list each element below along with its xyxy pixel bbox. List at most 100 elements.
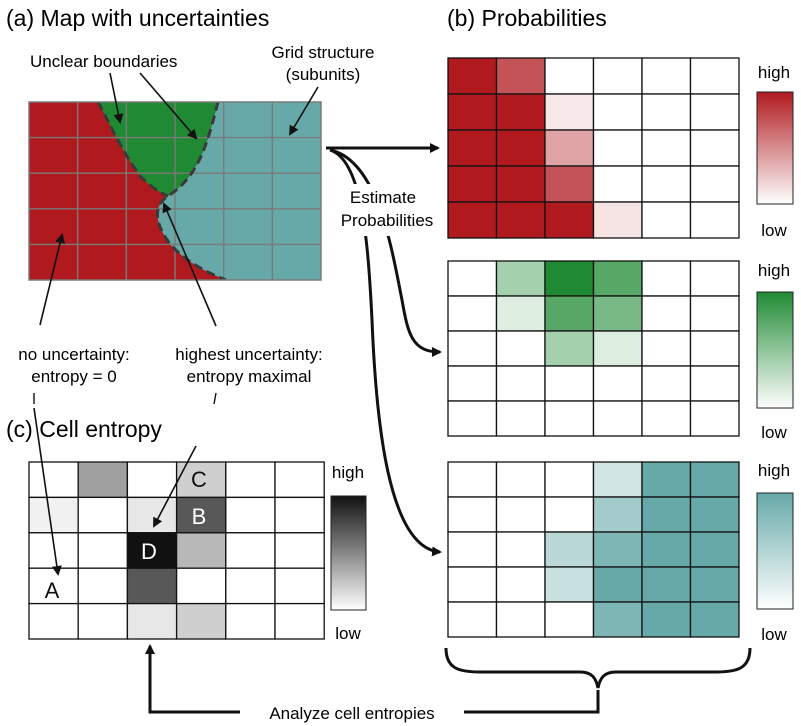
red-prob-cell-r0-c0: [447, 57, 498, 95]
red-prob-cell-r2-c1: [495, 129, 546, 167]
teal-prob-cell-r1-c2: [544, 496, 595, 533]
teal-prob-cell-r4-c5: [689, 601, 740, 638]
red-prob-cell-r4-c2: [544, 201, 595, 239]
teal-prob-cell-r3-c5: [689, 566, 740, 603]
arrow-unclear-2: [139, 72, 198, 140]
green-prob-cell-r4-c1: [495, 400, 546, 437]
red-prob-cell-r4-c5: [689, 201, 740, 239]
entropy-cell-r4-c3: [175, 602, 227, 640]
entropy-cell-r3-c5: [274, 567, 325, 605]
entropy-cell-r3-c1: [77, 567, 129, 605]
entropy-cell-r0-c1: [77, 461, 129, 499]
entropy-cell-r1-c1: [77, 496, 129, 534]
red-prob-cell-r3-c2: [544, 165, 595, 203]
label-estimate: Estimate: [350, 188, 416, 207]
arrow-to-cell-d: [153, 445, 197, 528]
scale-entropy-low-label: low: [335, 624, 361, 643]
green-prob-cell-r4-c5: [689, 400, 740, 437]
teal-prob-cell-r0-c3: [592, 461, 643, 498]
probability-grid-teal: [447, 461, 740, 638]
teal-prob-cell-r2-c4: [641, 531, 692, 568]
green-prob-cell-r2-c1: [495, 330, 546, 367]
scale-green-low-label: low: [761, 423, 787, 442]
red-prob-cell-r1-c3: [592, 93, 643, 131]
green-prob-cell-r1-c0: [447, 295, 498, 332]
green-prob-cell-r2-c5: [689, 330, 740, 367]
uncertainty-map: [29, 102, 321, 280]
green-prob-cell-r2-c2: [544, 330, 595, 367]
analyze-label-bg: [240, 700, 464, 724]
arrow-highest-uncertainty: [162, 202, 217, 327]
arrow-no-uncertainty: [39, 233, 65, 326]
entropy-cell-r4-c2: [126, 602, 178, 640]
arrow-to-teal-grid: [329, 148, 442, 557]
green-prob-cell-r3-c2: [544, 365, 595, 402]
red-prob-cell-r2-c0: [447, 129, 498, 167]
entropy-cell-r0-c4: [225, 461, 276, 499]
estimate-label-bg: [338, 184, 446, 236]
green-prob-cell-r2-c0: [447, 330, 498, 367]
red-prob-cell-r0-c3: [592, 57, 643, 95]
map-frame: [28, 101, 322, 281]
label-highest-uncertainty: highest uncertainty:: [175, 345, 322, 364]
arrow-grid-structure: [288, 86, 319, 136]
teal-prob-cell-r1-c5: [689, 496, 740, 533]
teal-prob-cell-r2-c1: [495, 531, 546, 568]
green-prob-cell-r2-c4: [641, 330, 692, 367]
label-grid-structure: Grid structure: [272, 43, 375, 62]
red-prob-cell-r4-c4: [641, 201, 692, 239]
teal-prob-cell-r3-c0: [447, 566, 498, 603]
red-prob-cell-r3-c1: [495, 165, 546, 203]
scale-teal-colorbar: [756, 492, 794, 610]
entropy-cell-r4-c5: [274, 602, 325, 640]
green-prob-cell-r0-c5: [689, 260, 740, 297]
label-subunits: (subunits): [286, 65, 361, 84]
red-prob-cell-r4-c0: [447, 201, 498, 239]
cell-letter-d: D: [141, 539, 157, 564]
teal-prob-cell-r1-c3: [592, 496, 643, 533]
entropy-cell-r2-c5: [274, 532, 325, 569]
red-prob-cell-r3-c5: [689, 165, 740, 203]
panel-c-title: (c) Cell entropy: [6, 416, 162, 442]
teal-prob-cell-r0-c1: [495, 461, 546, 498]
red-prob-cell-r2-c3: [592, 129, 643, 167]
green-prob-cell-r1-c2: [544, 295, 595, 332]
label-probabilities: Probabilities: [341, 211, 434, 230]
entropy-cell-r2-c3: [175, 532, 227, 569]
cell-letter-b: B: [192, 504, 207, 529]
green-prob-cell-r0-c4: [641, 260, 692, 297]
red-prob-cell-r1-c1: [495, 93, 546, 131]
entropy-cell-r4-c1: [77, 602, 129, 640]
probability-grid-red: [447, 57, 740, 239]
red-prob-cell-r4-c1: [495, 201, 546, 239]
teal-prob-cell-r4-c2: [544, 601, 595, 638]
scale-green-colorbar: [756, 291, 794, 409]
cell-letter-a: A: [45, 578, 60, 603]
teal-prob-cell-r0-c0: [447, 461, 498, 498]
teal-prob-cell-r2-c0: [447, 531, 498, 568]
entropy-cell-r2-c2: [126, 532, 178, 569]
scale-entropy-colorbar: [330, 495, 367, 611]
green-prob-cell-r0-c3: [592, 260, 643, 297]
green-prob-cell-r1-c5: [689, 295, 740, 332]
scale-teal-high-label: high: [758, 461, 790, 480]
teal-prob-cell-r0-c2: [544, 461, 595, 498]
boundary-dashed-line-2: [96, 102, 169, 198]
green-prob-cell-r4-c4: [641, 400, 692, 437]
teal-prob-cell-r4-c0: [447, 601, 498, 638]
teal-prob-cell-r4-c4: [641, 601, 692, 638]
entropy-cell-r1-c0: [28, 496, 79, 534]
green-prob-cell-r4-c2: [544, 400, 595, 437]
scale-green-high-label: high: [758, 261, 790, 280]
teal-prob-cell-r3-c1: [495, 566, 546, 603]
red-prob-cell-r3-c4: [641, 165, 692, 203]
arrow-to-green-grid: [329, 148, 442, 357]
entropy-cell-r1-c5: [274, 496, 325, 534]
entropy-cell-r3-c2: [126, 567, 178, 605]
entropy-cell-r0-c2: [126, 461, 178, 499]
green-prob-cell-r0-c1: [495, 260, 546, 297]
label-unclear-boundaries: Unclear boundaries: [30, 52, 177, 71]
red-prob-cell-r0-c5: [689, 57, 740, 95]
red-prob-cell-r2-c5: [689, 129, 740, 167]
red-prob-cell-r4-c3: [592, 201, 643, 239]
